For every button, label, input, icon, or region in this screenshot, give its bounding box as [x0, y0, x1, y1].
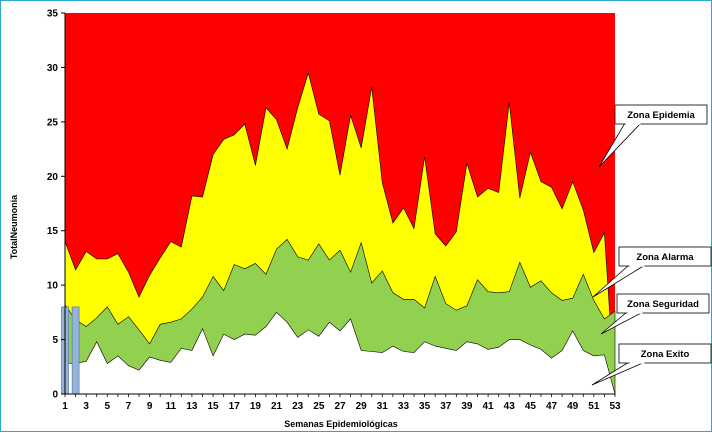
y-tick-label: 15	[47, 226, 59, 237]
callout-box	[616, 293, 710, 314]
callout-label: Zona Alarma	[636, 252, 694, 263]
x-tick-label: 31	[377, 401, 389, 412]
x-tick-label: 49	[567, 401, 579, 412]
y-tick-label: 35	[47, 9, 59, 20]
callout-label: Zona Epidemia	[627, 110, 695, 121]
x-tick-label: 47	[546, 401, 558, 412]
x-tick-label: 51	[588, 401, 600, 412]
area-layers	[64, 13, 616, 395]
y-tick-label: 25	[47, 117, 59, 128]
callout-zona-epidemia: Zona Epidemia	[598, 104, 708, 168]
callout-zona-exito: Zona Exito	[591, 343, 712, 386]
y-axis-title: TotalNeumonia	[9, 194, 19, 259]
x-tick-label: 15	[208, 401, 220, 412]
x-tick-label: 21	[271, 401, 283, 412]
x-tick-label: 27	[334, 401, 346, 412]
x-tick-label: 3	[83, 401, 89, 412]
x-tick-label: 1	[62, 401, 68, 412]
x-tick-label: 37	[440, 401, 452, 412]
y-tick-label: 0	[52, 390, 58, 401]
x-tick-label: 45	[525, 401, 537, 412]
callout-zona-alarma: Zona Alarma	[592, 246, 712, 298]
x-tick-label: 29	[356, 401, 368, 412]
y-tick-label: 10	[47, 281, 59, 292]
y-tick-label: 30	[47, 63, 59, 74]
x-tick-label: 19	[250, 401, 262, 412]
x-tick-labels: 1 3 5 7 9 11 13 15 17 19 21 23 25 27 29 31 33 35 37 39 41 43 4…	[62, 394, 621, 412]
zona-exito-area	[64, 311, 616, 395]
y-tick-label: 5	[52, 335, 58, 346]
callout-box	[618, 246, 712, 267]
x-tick-label: 9	[147, 401, 153, 412]
x-tick-label: 43	[504, 401, 516, 412]
callout-zona-seguridad: Zona Seguridad	[600, 293, 710, 335]
x-tick-label: 53	[609, 401, 621, 412]
x-tick-label: 41	[483, 401, 495, 412]
callout-box	[614, 104, 708, 125]
bar-week-2	[71, 306, 80, 395]
y-tick-labels: 0 5 10 15 20 25 30 35	[47, 9, 65, 401]
x-tick-label: 35	[419, 401, 431, 412]
x-tick-label: 17	[229, 401, 241, 412]
x-tick-label: 23	[292, 401, 304, 412]
callout-label: Zona Seguridad	[627, 299, 699, 310]
x-axis-title: Semanas Epidemiológicas	[284, 419, 398, 429]
x-tick-label: 5	[105, 401, 111, 412]
x-tick-label: 7	[126, 401, 132, 412]
x-tick-label: 39	[461, 401, 473, 412]
zone-callouts: Zona Epidemia Zona Alarma Zona Seguridad Zo…	[591, 104, 712, 386]
x-tick-label: 11	[165, 401, 176, 412]
x-tick-label: 33	[398, 401, 410, 412]
x-tick-label: 25	[313, 401, 325, 412]
x-tick-label: 13	[186, 401, 198, 412]
callout-box	[618, 343, 712, 364]
callout-label: Zona Exito	[641, 349, 690, 360]
y-tick-label: 20	[47, 172, 59, 183]
